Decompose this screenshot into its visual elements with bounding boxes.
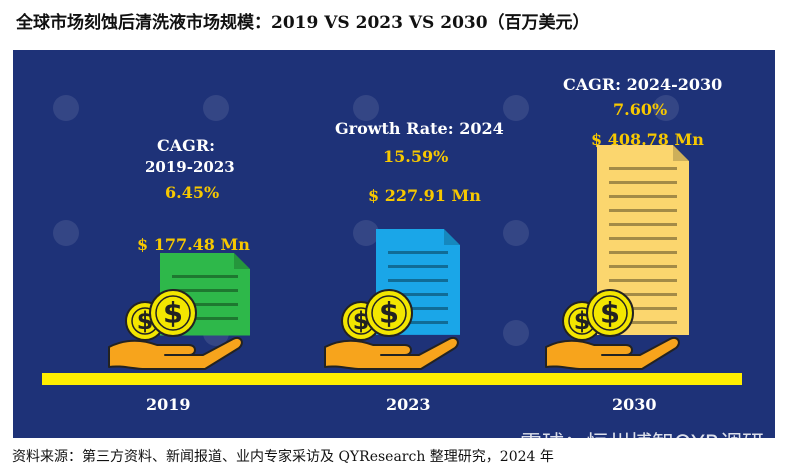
document-text-line xyxy=(172,274,238,278)
document-text-line xyxy=(609,209,677,212)
document-text-line xyxy=(388,251,448,255)
hand-coins-icon: $ $ xyxy=(324,289,459,370)
document-text-line xyxy=(609,293,677,296)
dollar-sign-icon: $ xyxy=(379,296,399,330)
watermark-logo-icon xyxy=(53,220,79,246)
coin-ring xyxy=(592,295,628,331)
document-text-line xyxy=(609,195,677,198)
document-fold xyxy=(444,229,460,246)
baseline xyxy=(42,373,742,385)
document-text-line xyxy=(609,279,677,282)
source-note: 资料来源：第三方资料、新闻报道、业内专家采访及 QYResearch 整理研究，… xyxy=(12,449,554,465)
watermark-logo-icon xyxy=(53,95,79,121)
document-text-line xyxy=(609,223,677,226)
document-text-line xyxy=(609,181,677,184)
document-text-line xyxy=(172,288,238,292)
coin-ring xyxy=(371,295,407,331)
watermark-logo-icon xyxy=(353,220,379,246)
document-text-line xyxy=(388,293,448,297)
value-label-2030: $ 408.78 Mn xyxy=(591,130,704,149)
document-text-line xyxy=(609,251,677,254)
coin-ring xyxy=(155,295,191,331)
hand-icon xyxy=(545,337,680,370)
document-text-line xyxy=(172,302,238,306)
hand-icon xyxy=(324,337,459,370)
cagr-2019-2023-value: 6.45% xyxy=(165,183,220,202)
brand-watermark: 雪球：恒州博智QYR调研 xyxy=(519,432,764,457)
document-fold xyxy=(234,252,250,269)
document-fold xyxy=(673,145,689,161)
x-tick-2023: 2023 xyxy=(386,395,431,414)
growth-rate-2024-label: Growth Rate: 2024 xyxy=(335,119,504,138)
hand-coins-icon: $ $ xyxy=(545,289,680,370)
x-tick-2019: 2019 xyxy=(146,395,191,414)
cagr-2019-2023-period: 2019-2023 xyxy=(145,158,235,176)
document-bar-2030 xyxy=(597,145,689,335)
document-text-line xyxy=(388,265,448,269)
x-tick-2030: 2030 xyxy=(612,395,657,414)
dollar-sign-icon: $ xyxy=(600,296,620,330)
watermark-logo-icon xyxy=(503,320,529,346)
watermark-logo-icon xyxy=(353,95,379,121)
cagr-2024-2030-value: 7.60% xyxy=(613,100,668,119)
document-text-line xyxy=(388,307,448,311)
value-label-2019: $ 177.48 Mn xyxy=(137,235,250,254)
document-text-line xyxy=(388,279,448,283)
document-text-line xyxy=(609,265,677,268)
document-text-line xyxy=(609,167,677,170)
watermark-logo-icon xyxy=(203,95,229,121)
hand-coins-icon: $ $ xyxy=(108,289,243,370)
watermark-logo-icon xyxy=(503,95,529,121)
cagr-2019-2023-label: CAGR: xyxy=(157,136,216,155)
document-text-line xyxy=(172,316,238,320)
dollar-sign-icon: $ xyxy=(163,296,183,330)
document-text-line xyxy=(609,237,677,240)
watermark-logo-icon xyxy=(503,220,529,246)
document-text-line xyxy=(609,321,677,324)
growth-rate-2024-value: 15.59% xyxy=(383,147,449,166)
cagr-2024-2030-label: CAGR: 2024-2030 xyxy=(563,75,723,94)
document-text-line xyxy=(388,321,448,325)
chart-title: 全球市场刻蚀后清洗液市场规模：2019 VS 2023 VS 2030（百万美元… xyxy=(16,13,590,33)
document-bar-body xyxy=(597,145,689,335)
hand-icon xyxy=(108,337,243,370)
watermark-logo-icon xyxy=(653,95,679,121)
value-label-2023: $ 227.91 Mn xyxy=(368,186,481,205)
document-text-line xyxy=(609,307,677,310)
